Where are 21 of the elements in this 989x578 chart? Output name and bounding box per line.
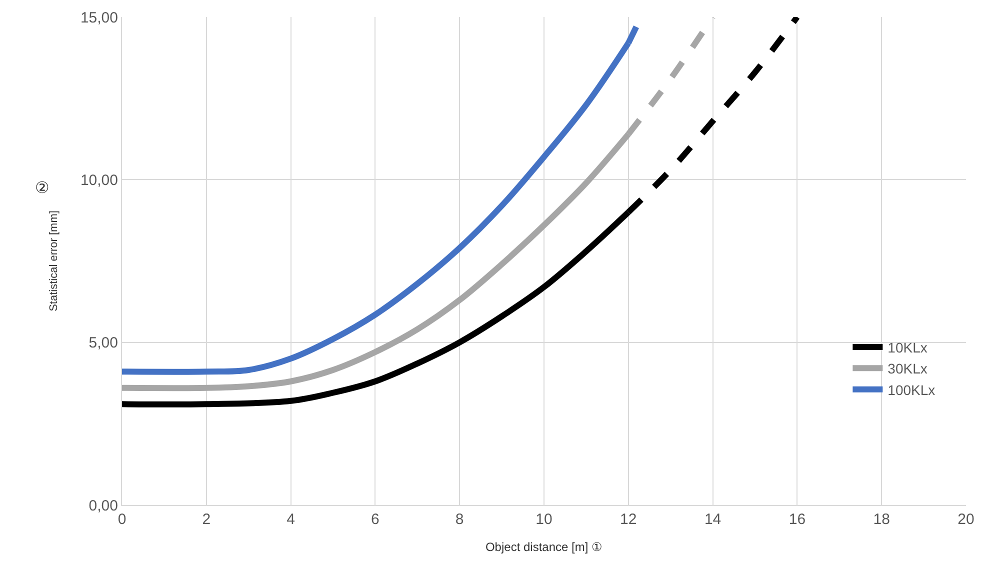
y-tick-label: 15,00 (80, 9, 118, 26)
x-tick-label: 16 (788, 511, 806, 528)
x-tick-label: 12 (620, 511, 637, 528)
x-tick-label: 20 (958, 511, 974, 528)
x-tick-label: 18 (873, 511, 890, 528)
legend-label: 30KLx (888, 360, 928, 377)
x-axis-title: Object distance [m] ① (485, 540, 603, 554)
x-tick-label: 10 (536, 511, 552, 528)
y-tick-label: 10,00 (80, 172, 118, 189)
x-tick-label: 0 (118, 511, 126, 528)
text: ② (35, 180, 49, 197)
x-tick-label: 14 (704, 511, 722, 528)
y-tick-label: 5,00 (88, 334, 118, 352)
y-tick-label: 0,00 (88, 497, 118, 514)
y-axis-title: Statistical error [mm] (48, 210, 60, 312)
x-tick-label: 6 (371, 511, 380, 528)
x-tick-label: 8 (455, 511, 464, 528)
x-tick-label: 2 (202, 511, 211, 528)
legend-label: 10KLx (888, 339, 928, 356)
x-tick-label: 4 (286, 511, 295, 528)
legend-label: 100KLx (888, 382, 936, 398)
